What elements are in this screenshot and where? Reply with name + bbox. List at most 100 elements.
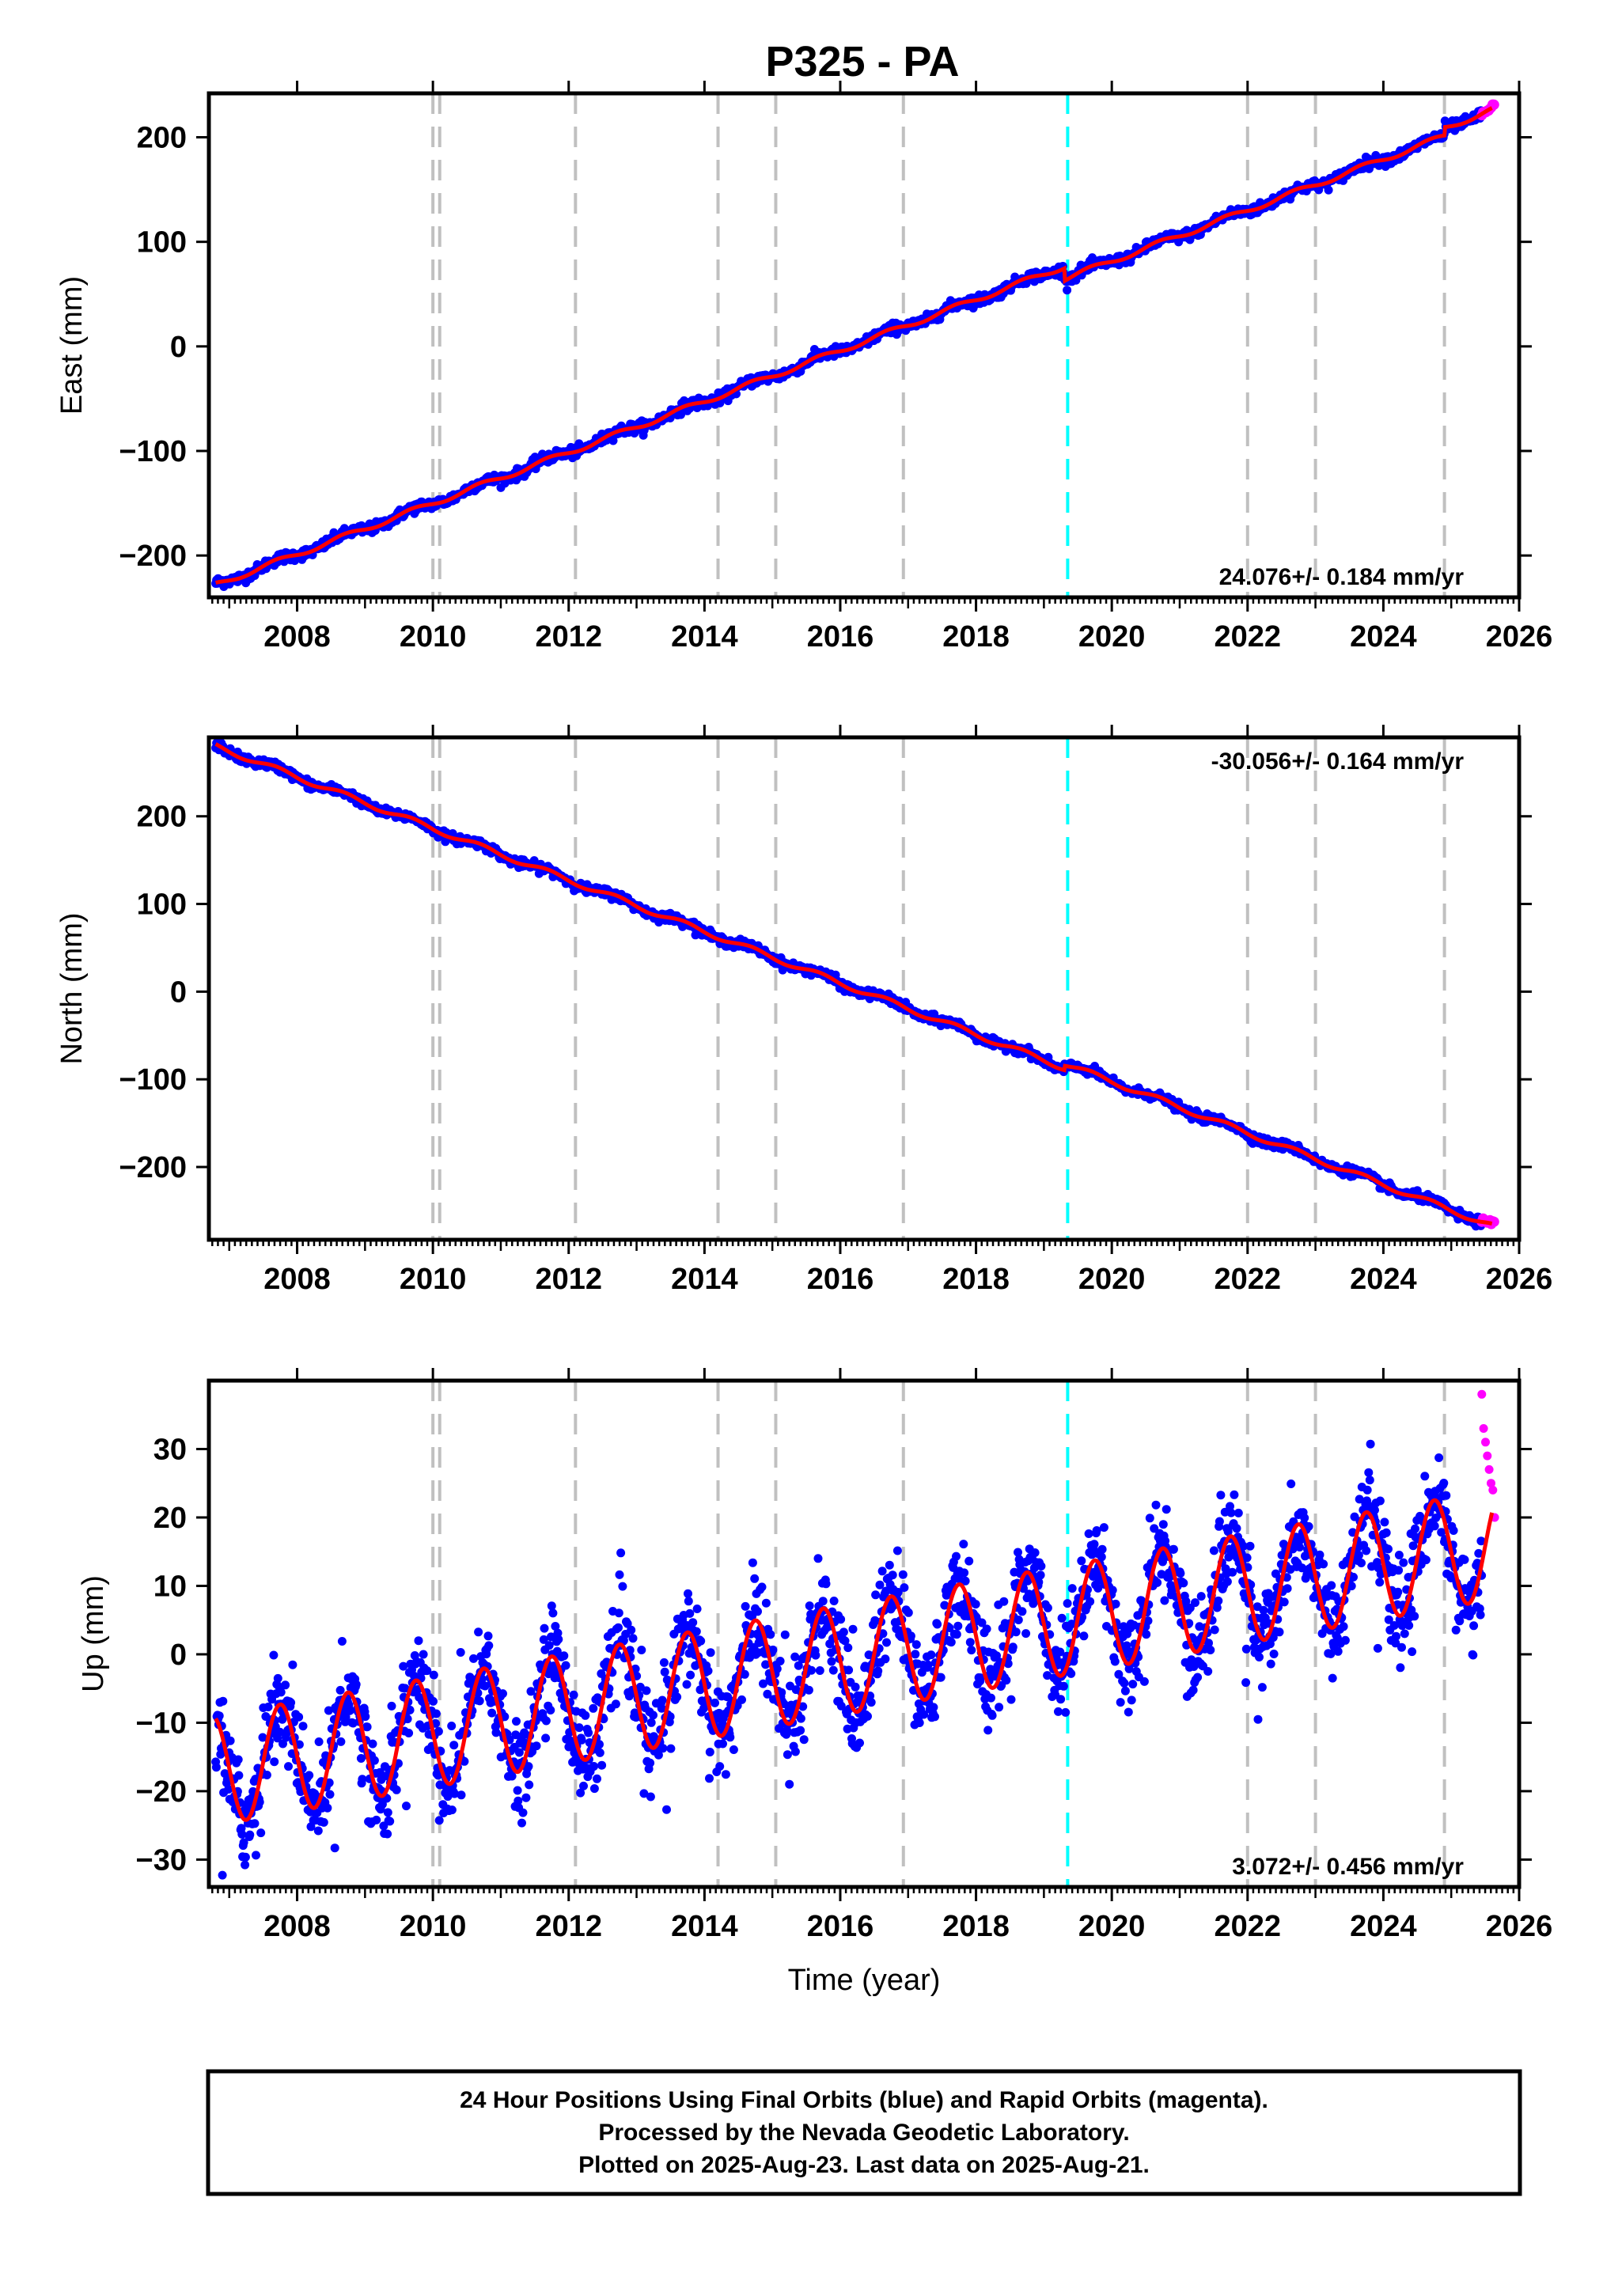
data-point <box>369 1756 379 1765</box>
data-point <box>284 1762 293 1771</box>
data-point <box>885 1560 894 1570</box>
model-fit-line <box>214 106 1493 585</box>
data-point <box>799 1735 809 1745</box>
y-tick-label: −200 <box>119 1151 187 1184</box>
data-point <box>874 1666 883 1676</box>
data-point <box>521 1793 531 1802</box>
data-point <box>269 1650 279 1660</box>
data-point <box>959 1540 968 1549</box>
data-point <box>484 1641 494 1650</box>
data-point <box>953 1621 963 1631</box>
data-point <box>646 1758 655 1767</box>
data-point <box>281 1680 290 1690</box>
data-point <box>818 1597 828 1606</box>
data-point <box>780 1630 790 1639</box>
data-point <box>796 1714 805 1723</box>
data-point <box>434 1816 444 1825</box>
data-point <box>965 1638 975 1647</box>
data-point <box>642 1686 651 1695</box>
data-point <box>336 1737 346 1746</box>
data-point <box>518 1808 528 1817</box>
data-point <box>911 1640 921 1650</box>
data-point <box>658 1744 668 1753</box>
data-point <box>646 1718 656 1727</box>
data-point <box>314 1737 324 1746</box>
data-point <box>346 1706 354 1715</box>
data-point <box>429 1696 438 1706</box>
data-point <box>491 1728 501 1737</box>
data-point <box>414 1636 423 1646</box>
data-point <box>541 1716 551 1726</box>
data-point <box>356 1754 366 1763</box>
data-point <box>429 1670 438 1680</box>
x-tick-label: 2020 <box>1078 1263 1146 1296</box>
data-point <box>263 1703 273 1711</box>
data-point <box>447 1722 457 1730</box>
data-point <box>829 1597 839 1605</box>
data-point <box>611 1699 620 1709</box>
data-point <box>618 1582 627 1591</box>
data-point <box>362 1722 372 1732</box>
x-tick-label: 2024 <box>1350 1263 1417 1296</box>
data-point <box>325 1790 335 1799</box>
x-tick-label: 2016 <box>807 1263 874 1296</box>
data-point <box>256 1828 266 1838</box>
data-point <box>705 1774 714 1783</box>
y-axis-label: East (mm) <box>55 276 89 415</box>
x-tick-label: 2024 <box>1350 620 1417 654</box>
data-point <box>804 1685 813 1695</box>
data-point <box>637 1646 646 1654</box>
data-point <box>703 1666 713 1676</box>
data-point <box>387 1701 396 1711</box>
data-point <box>250 1819 260 1828</box>
data-point <box>298 1722 308 1731</box>
data-point <box>911 1650 920 1659</box>
data-point <box>952 1630 961 1639</box>
y-tick-label: 100 <box>137 226 187 260</box>
data-point <box>676 410 685 419</box>
data-point <box>589 1703 598 1713</box>
data-point <box>1063 286 1072 295</box>
data-point <box>589 1762 599 1771</box>
data-point <box>660 1667 669 1677</box>
data-point <box>525 1780 534 1790</box>
data-point <box>404 1729 414 1737</box>
data-point <box>686 1670 695 1680</box>
data-point <box>252 1851 260 1860</box>
data-point <box>319 1817 328 1827</box>
velocity-annotation: -30.056+/- 0.164 mm/yr <box>1211 748 1465 775</box>
data-point <box>718 1739 727 1749</box>
data-point <box>337 1637 347 1646</box>
data-point <box>855 1738 864 1748</box>
x-tick-label: 2022 <box>1215 620 1282 654</box>
data-point <box>288 1660 297 1669</box>
x-tick-label: 2022 <box>1215 1263 1282 1296</box>
data-point <box>692 1627 701 1636</box>
data-point <box>900 1583 909 1593</box>
data-point <box>512 1717 521 1726</box>
data-point <box>967 1646 976 1655</box>
data-point <box>383 1829 392 1839</box>
data-point <box>475 1696 484 1706</box>
data-point <box>649 1711 657 1720</box>
data-point <box>685 1608 695 1618</box>
data-point <box>589 1784 599 1794</box>
data-point <box>449 1741 459 1750</box>
data-point <box>933 1620 942 1629</box>
data-point <box>964 1556 974 1566</box>
y-tick-label: 0 <box>170 331 187 364</box>
data-point <box>711 1698 719 1707</box>
data-point <box>351 1680 361 1689</box>
data-point <box>330 1843 339 1853</box>
data-point <box>402 1802 411 1811</box>
data-point <box>761 1598 771 1608</box>
data-point <box>815 1666 824 1675</box>
data-point <box>457 1790 466 1800</box>
data-point <box>646 1792 655 1802</box>
data-point <box>627 1625 636 1635</box>
data-point <box>294 1712 304 1722</box>
data-point <box>898 1570 908 1579</box>
data-point <box>544 1641 554 1650</box>
data-point <box>705 1748 714 1756</box>
data-point <box>546 1706 555 1714</box>
